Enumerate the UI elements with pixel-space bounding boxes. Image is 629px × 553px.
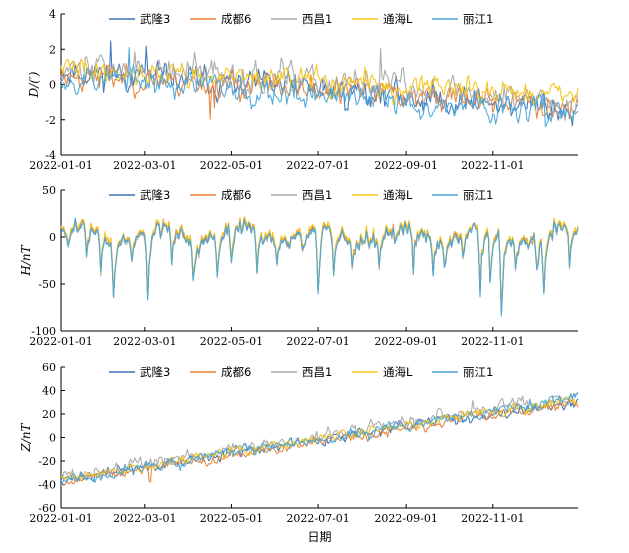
x-tick-label: 2022-01-01 — [29, 159, 92, 172]
y-tick-label: -50 — [38, 278, 56, 291]
y-tick-label: 0 — [49, 231, 56, 244]
series-line — [60, 392, 579, 486]
series-line — [60, 47, 579, 128]
y-tick-label: -20 — [38, 455, 56, 468]
legend-label: 通海L — [383, 365, 413, 379]
legend-label: 西昌1 — [302, 12, 332, 26]
y-axis-label: D/(′) — [27, 71, 41, 98]
legend-label: 丽江1 — [463, 12, 493, 26]
x-tick-label: 2022-05-01 — [200, 335, 263, 348]
x-tick-label: 2022-11-01 — [461, 159, 524, 172]
y-tick-label: 60 — [42, 361, 56, 374]
legend-label: 成都6 — [221, 12, 251, 26]
series-line — [60, 217, 579, 317]
legend-label: 西昌1 — [302, 365, 332, 379]
x-tick-label: 2022-03-01 — [113, 512, 176, 525]
y-tick-label: -4 — [45, 149, 56, 162]
x-tick-label: 2022-05-01 — [200, 512, 263, 525]
legend-label: 丽江1 — [463, 365, 493, 379]
legend-label: 成都6 — [221, 188, 251, 202]
legend-label: 通海L — [383, 12, 413, 26]
x-tick-label: 2022-03-01 — [113, 335, 176, 348]
x-tick-label: 2022-05-01 — [200, 159, 263, 172]
y-axis-label: Z/nT — [19, 422, 33, 452]
x-tick-label: 2022-11-01 — [461, 512, 524, 525]
x-tick-label: 2022-03-01 — [113, 159, 176, 172]
series-line — [60, 396, 579, 482]
y-tick-label: 0 — [49, 79, 56, 92]
y-tick-label: 2 — [49, 43, 56, 56]
x-tick-label: 2022-01-01 — [29, 335, 92, 348]
x-tick-label: 2022-07-01 — [286, 512, 349, 525]
y-axis-label: H/nT — [19, 244, 33, 276]
y-tick-label: -40 — [38, 479, 56, 492]
y-tick-label: 0 — [49, 432, 56, 445]
y-tick-label: 20 — [42, 408, 56, 421]
legend-label: 武隆3 — [140, 365, 170, 379]
y-tick-label: 40 — [42, 385, 56, 398]
y-tick-label: -60 — [38, 502, 56, 515]
legend-label: 武隆3 — [140, 188, 170, 202]
series-line — [60, 40, 579, 127]
x-tick-label: 2022-09-01 — [374, 512, 437, 525]
x-tick-label: 2022-07-01 — [286, 159, 349, 172]
x-tick-label: 2022-11-01 — [461, 335, 524, 348]
x-tick-label: 2022-09-01 — [374, 159, 437, 172]
x-tick-label: 2022-09-01 — [374, 335, 437, 348]
x-tick-label: 2022-01-01 — [29, 512, 92, 525]
x-axis-label: 日期 — [307, 530, 331, 544]
y-tick-label: 50 — [42, 184, 56, 197]
y-tick-label: -100 — [31, 325, 56, 338]
y-tick-label: -2 — [45, 114, 56, 127]
legend-label: 丽江1 — [463, 188, 493, 202]
legend-label: 成都6 — [221, 365, 251, 379]
series-line — [60, 48, 579, 121]
y-tick-label: 4 — [49, 8, 56, 21]
legend-label: 西昌1 — [302, 188, 332, 202]
legend-label: 通海L — [383, 188, 413, 202]
x-tick-label: 2022-07-01 — [286, 335, 349, 348]
legend-label: 武隆3 — [140, 12, 170, 26]
